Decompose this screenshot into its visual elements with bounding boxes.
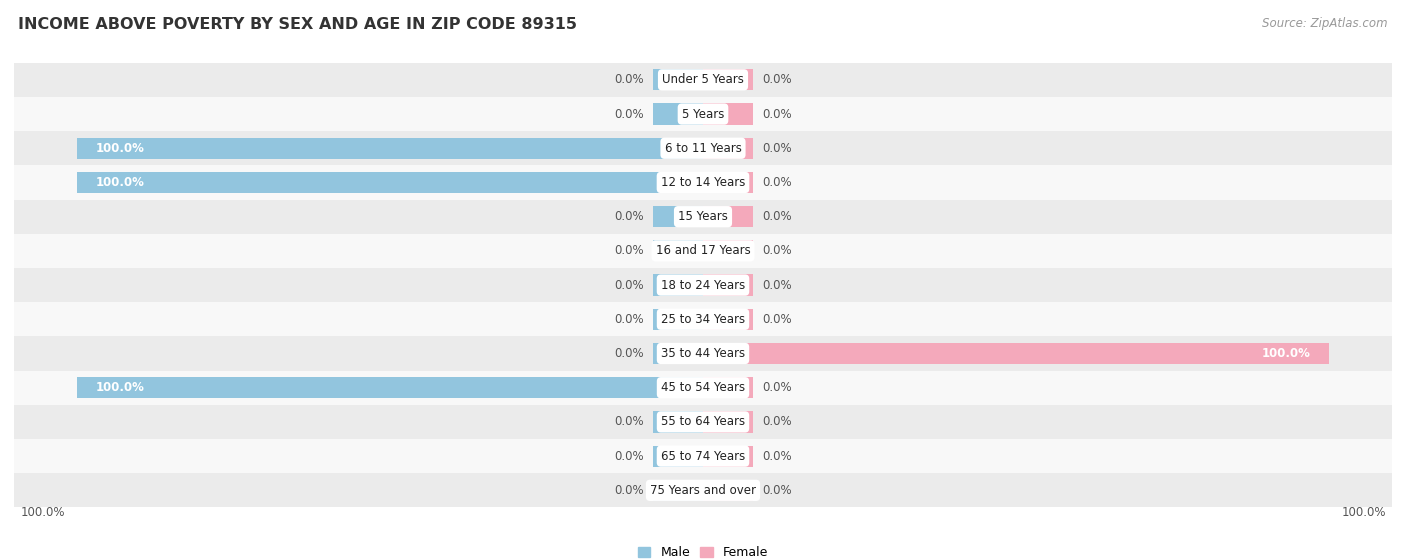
Text: 6 to 11 Years: 6 to 11 Years <box>665 142 741 155</box>
Bar <box>652 411 703 433</box>
Bar <box>14 302 1392 337</box>
Text: 0.0%: 0.0% <box>614 278 644 292</box>
Bar <box>14 473 1392 508</box>
Text: 0.0%: 0.0% <box>614 449 644 463</box>
Bar <box>77 377 703 399</box>
Text: 12 to 14 Years: 12 to 14 Years <box>661 176 745 189</box>
Text: 0.0%: 0.0% <box>614 107 644 121</box>
Text: 0.0%: 0.0% <box>762 381 792 394</box>
Bar <box>652 69 703 91</box>
Text: 100.0%: 100.0% <box>20 506 65 519</box>
Text: 0.0%: 0.0% <box>614 347 644 360</box>
Bar <box>652 103 703 125</box>
Text: 18 to 24 Years: 18 to 24 Years <box>661 278 745 292</box>
Bar <box>14 200 1392 234</box>
Text: 0.0%: 0.0% <box>762 449 792 463</box>
Bar <box>703 138 754 159</box>
Text: 35 to 44 Years: 35 to 44 Years <box>661 347 745 360</box>
Text: 0.0%: 0.0% <box>614 210 644 223</box>
Bar <box>703 446 754 467</box>
Text: 0.0%: 0.0% <box>762 278 792 292</box>
Bar <box>703 480 754 501</box>
Bar <box>652 446 703 467</box>
Text: 0.0%: 0.0% <box>614 244 644 257</box>
Text: 0.0%: 0.0% <box>762 107 792 121</box>
Text: 0.0%: 0.0% <box>614 313 644 326</box>
Text: 16 and 17 Years: 16 and 17 Years <box>655 244 751 257</box>
Text: 25 to 34 Years: 25 to 34 Years <box>661 313 745 326</box>
Bar <box>703 172 754 193</box>
Bar <box>652 343 703 364</box>
Bar <box>14 405 1392 439</box>
Bar <box>14 131 1392 165</box>
Bar <box>703 377 754 399</box>
Text: Source: ZipAtlas.com: Source: ZipAtlas.com <box>1263 17 1388 30</box>
Text: 100.0%: 100.0% <box>96 142 145 155</box>
Bar <box>703 411 754 433</box>
Bar <box>14 337 1392 371</box>
Text: 0.0%: 0.0% <box>762 313 792 326</box>
Bar <box>703 69 754 91</box>
Text: Under 5 Years: Under 5 Years <box>662 73 744 86</box>
Text: 0.0%: 0.0% <box>614 73 644 86</box>
Bar <box>14 371 1392 405</box>
Bar <box>652 480 703 501</box>
Text: 45 to 54 Years: 45 to 54 Years <box>661 381 745 394</box>
Text: 65 to 74 Years: 65 to 74 Years <box>661 449 745 463</box>
Text: 0.0%: 0.0% <box>762 244 792 257</box>
Bar <box>14 63 1392 97</box>
Text: 0.0%: 0.0% <box>614 415 644 428</box>
Text: 0.0%: 0.0% <box>614 484 644 497</box>
Bar <box>77 138 703 159</box>
Bar <box>14 234 1392 268</box>
Text: 15 Years: 15 Years <box>678 210 728 223</box>
Text: 5 Years: 5 Years <box>682 107 724 121</box>
Bar <box>703 206 754 228</box>
Legend: Male, Female: Male, Female <box>634 543 772 559</box>
Text: 55 to 64 Years: 55 to 64 Years <box>661 415 745 428</box>
Bar <box>703 274 754 296</box>
Text: 100.0%: 100.0% <box>1261 347 1310 360</box>
Bar <box>652 206 703 228</box>
Text: 0.0%: 0.0% <box>762 210 792 223</box>
Text: 0.0%: 0.0% <box>762 484 792 497</box>
Text: 0.0%: 0.0% <box>762 415 792 428</box>
Text: 75 Years and over: 75 Years and over <box>650 484 756 497</box>
Bar <box>652 274 703 296</box>
Bar <box>703 240 754 262</box>
Text: 100.0%: 100.0% <box>96 176 145 189</box>
Bar <box>703 343 1329 364</box>
Bar <box>652 240 703 262</box>
Bar <box>652 309 703 330</box>
Bar <box>77 172 703 193</box>
Bar <box>703 103 754 125</box>
Bar <box>14 165 1392 200</box>
Text: 100.0%: 100.0% <box>96 381 145 394</box>
Text: INCOME ABOVE POVERTY BY SEX AND AGE IN ZIP CODE 89315: INCOME ABOVE POVERTY BY SEX AND AGE IN Z… <box>18 17 578 32</box>
Bar <box>703 309 754 330</box>
Text: 0.0%: 0.0% <box>762 176 792 189</box>
Bar <box>14 268 1392 302</box>
Text: 0.0%: 0.0% <box>762 73 792 86</box>
Text: 100.0%: 100.0% <box>1341 506 1386 519</box>
Bar <box>14 97 1392 131</box>
Bar <box>14 439 1392 473</box>
Text: 0.0%: 0.0% <box>762 142 792 155</box>
